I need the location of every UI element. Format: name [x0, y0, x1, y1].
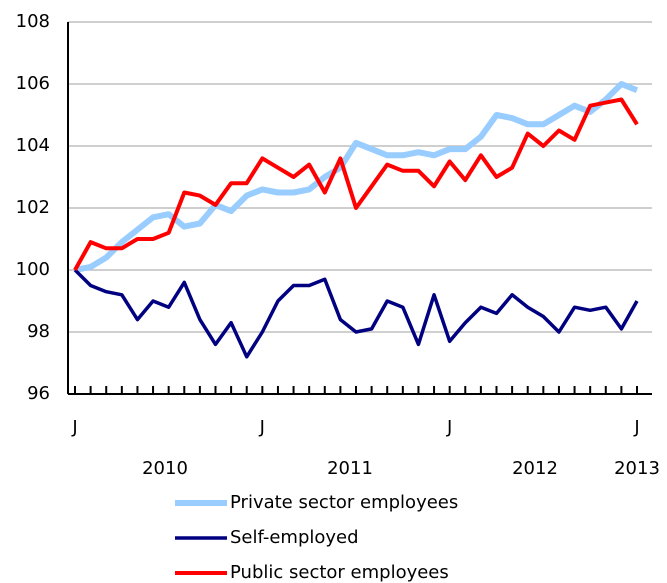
y-tick-label: 100	[16, 259, 50, 280]
x-tick-label: J	[259, 417, 265, 438]
y-tick-label: 108	[16, 11, 50, 32]
series-line	[74, 81, 639, 273]
year-label: 2012	[512, 458, 558, 479]
y-tick-label: 104	[16, 135, 50, 156]
year-label: 2013	[614, 458, 660, 479]
legend-label: Self-employed	[230, 527, 359, 548]
year-label: 2010	[142, 458, 188, 479]
x-tick-label: J	[633, 417, 639, 438]
y-tick-label: 96	[27, 383, 50, 404]
legend-label: Public sector employees	[230, 562, 449, 583]
x-tick-label: J	[71, 417, 77, 438]
x-tick-label: J	[446, 417, 452, 438]
y-tick-label: 102	[16, 197, 50, 218]
series-line	[73, 268, 639, 359]
y-tick-label: 106	[16, 73, 50, 94]
y-tick-label: 98	[27, 321, 50, 342]
series-line	[73, 97, 639, 271]
legend-label: Private sector employees	[230, 492, 458, 513]
year-label: 2011	[327, 458, 373, 479]
